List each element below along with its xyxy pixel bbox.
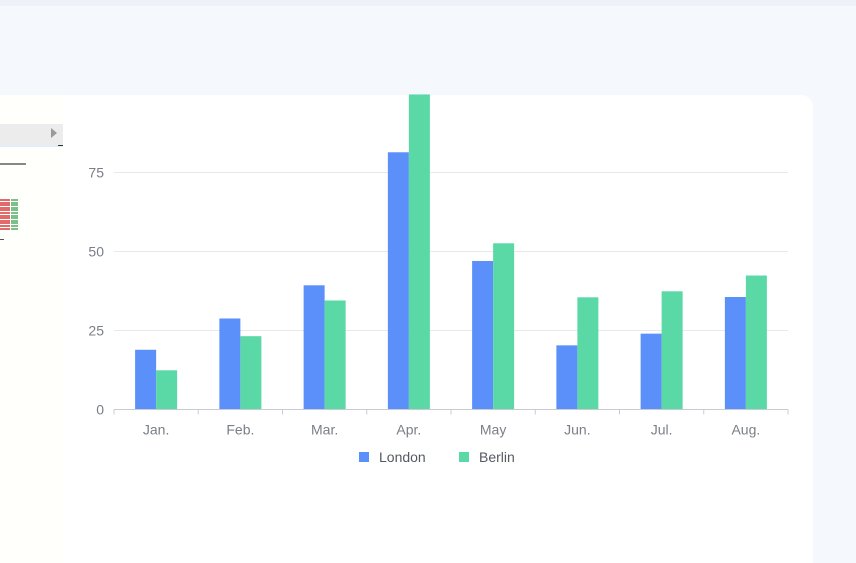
thumbnail-red-mark (0, 217, 10, 220)
bar-berlin (493, 243, 515, 410)
bars (135, 94, 767, 410)
thumbnail-green-mark (11, 201, 18, 204)
thumbnail-green-mark (11, 219, 18, 222)
thumbnail-red-mark (0, 219, 10, 222)
bar-london (387, 152, 409, 410)
x-tick-label: Jun. (564, 422, 590, 438)
bar-berlin (577, 297, 599, 410)
thumbnail-green-mark (11, 227, 18, 230)
legend-label-berlin: Berlin (479, 449, 515, 465)
thumbnail-red-mark (0, 214, 10, 217)
x-tick-label: Mar. (311, 422, 338, 438)
x-tick-label: Aug. (731, 422, 760, 438)
bar-berlin (408, 94, 430, 410)
bar-berlin (324, 300, 346, 410)
thumbnail-red-mark (0, 204, 10, 207)
thumbnail-panel (0, 95, 63, 563)
thumbnail-green-mark (11, 209, 18, 212)
y-tick-label: 0 (96, 402, 104, 418)
x-tick-label: Feb. (226, 422, 254, 438)
thumbnail-red-mark (0, 199, 10, 201)
thumbnail-green-mark (11, 225, 18, 227)
thumbnail-red-mark (0, 206, 10, 209)
bar-london (472, 260, 494, 410)
thumbnail-red-mark (0, 209, 10, 212)
thumbnail-green-mark (11, 217, 18, 220)
bar-london (556, 345, 578, 410)
bar-berlin (661, 291, 683, 410)
thumbnail-red-mark (0, 225, 10, 227)
thumbnail-green-mark (11, 206, 18, 209)
top-strip (0, 0, 856, 6)
y-axis-ticks: 0 25 50 75 (88, 165, 104, 418)
y-tick-label: 75 (88, 165, 104, 181)
bar-london (640, 333, 662, 410)
thumbnail-red-mark (0, 201, 10, 204)
thumbnail-green-mark (11, 199, 18, 201)
x-tick-label: Jul. (651, 422, 673, 438)
thumbnail-red-mark (0, 212, 10, 214)
thumbnail-green-mark (11, 204, 18, 207)
x-axis-ticks: Jan. Feb. Mar. Apr. May Jun. Jul. Aug. (143, 422, 760, 438)
legend: London Berlin (359, 449, 515, 465)
thumbnail-green-mark (11, 212, 18, 214)
bar-berlin (745, 275, 767, 410)
bar-berlin (240, 336, 262, 410)
thumbnail-mark (58, 145, 63, 146)
x-tick-label: Apr. (396, 422, 421, 438)
thumbnail-divider (0, 145, 63, 147)
thumbnail-green-mark (11, 214, 18, 217)
legend-swatch-london (359, 452, 369, 462)
thumbnail-red-mark (0, 227, 10, 230)
expand-arrow-icon[interactable] (51, 128, 57, 138)
thumbnail-green-mark (11, 222, 18, 225)
x-tick-label: May (480, 422, 506, 438)
bar-berlin (156, 370, 178, 410)
thumbnail-red-mark (0, 222, 10, 225)
bar-london (724, 297, 746, 410)
grid-lines (114, 172, 788, 331)
bar-london (135, 349, 157, 410)
y-tick-label: 25 (88, 323, 104, 339)
x-axis (113, 409, 789, 415)
bar-london (219, 318, 241, 410)
x-tick-label: Jan. (143, 422, 169, 438)
thumbnail-dash (0, 239, 4, 240)
legend-swatch-berlin (459, 452, 469, 462)
y-tick-label: 50 (88, 244, 104, 260)
legend-label-london: London (379, 449, 426, 465)
thumbnail-text-line (0, 163, 26, 165)
bar-london (303, 285, 325, 410)
